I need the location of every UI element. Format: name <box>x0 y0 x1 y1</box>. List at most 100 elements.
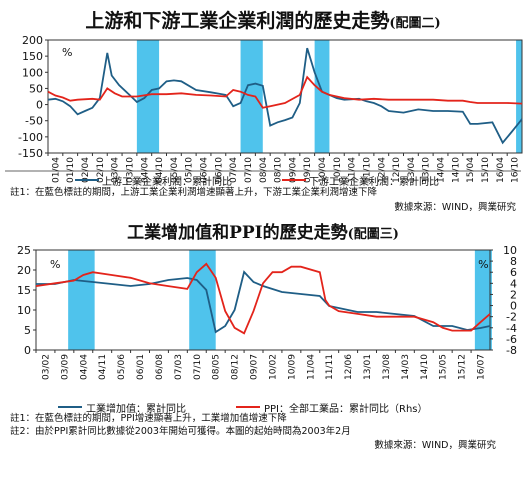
y-unit-1: % <box>62 46 72 59</box>
x-tick-label-1-20: 11/04 <box>348 157 358 183</box>
x-tick-label-2-18: 13/08 <box>382 354 392 380</box>
x-tick-label-2-10: 08/12 <box>231 354 241 380</box>
plot-frame-1 <box>47 39 523 154</box>
shade-band-2-1 <box>189 250 216 350</box>
y-tick-label-right-2: 6 <box>510 266 517 279</box>
x-tick-label-2-0: 03/02 <box>41 354 51 380</box>
y-tick-label-right-7: -4 <box>506 322 517 335</box>
chart-2-notes: 註1：在藍色標註的期間，PPI增速顯著上升，工業增加值增速下降 註2：由於PPI… <box>10 412 351 438</box>
x-tick-label-1-5: 03/10 <box>125 157 135 183</box>
y-tick-label-left-4: 5 <box>24 324 31 337</box>
x-tick-label-1-15: 08/10 <box>274 157 284 183</box>
x-tick-label-1-21: 11/10 <box>362 157 372 183</box>
series-line-1-0 <box>47 47 523 145</box>
x-tick-label-1-30: 16/04 <box>496 157 506 183</box>
shade-band-1-0 <box>136 40 160 153</box>
x-tick-label-1-23: 12/10 <box>392 157 402 183</box>
y-tick-label-right-9: -8 <box>506 344 517 357</box>
chart-1-source: 數據來源：WIND，興業研究 <box>394 202 516 213</box>
x-tick-label-2-3: 04/11 <box>98 354 108 380</box>
x-tick-label-1-9: 05/10 <box>185 157 195 183</box>
x-tick-label-2-5: 06/01 <box>136 354 146 380</box>
y-tick-label-left-0: 25 <box>17 244 31 257</box>
chart-2-title: 工業增加值和PPI的歷史走勢(配圖三) <box>127 223 399 243</box>
x-tick-label-1-13: 07/10 <box>244 157 254 183</box>
x-tick-label-2-15: 11/11 <box>325 354 335 380</box>
x-tick-label-1-19: 10/10 <box>333 157 343 183</box>
y-tick-label-left-2: 15 <box>17 284 31 297</box>
x-tick-label-1-0: 01/04 <box>51 157 61 183</box>
x-tick-label-1-1: 01/10 <box>66 157 76 183</box>
x-tick-label-2-2: 04/04 <box>79 354 89 380</box>
series-line-1-1 <box>47 75 523 109</box>
x-tick-label-1-8: 05/04 <box>170 157 180 183</box>
legend-2-label-red: PPI：全部工業品：累計同比（Rhs） <box>264 404 428 415</box>
x-tick-label-1-24: 13/04 <box>407 157 417 183</box>
y-tick-label-1-7: -150 <box>18 147 43 160</box>
y-tick-label-right-4: 2 <box>510 288 517 301</box>
y-tick-label-left-5: 0 <box>24 344 31 357</box>
x-tick-label-2-22: 15/12 <box>458 354 468 380</box>
chart-2-note-1: 註1：在藍色標註的期間，PPI增速顯著上升，工業增加值增速下降 <box>10 413 287 424</box>
y-tick-label-right-1: 8 <box>510 255 517 268</box>
legend-1-swatch-blue <box>75 179 99 181</box>
shade-band-1-2 <box>314 40 330 153</box>
x-tick-label-1-27: 14/10 <box>451 157 461 183</box>
y-unit-left: % <box>50 258 60 271</box>
x-tick-label-1-4: 03/04 <box>111 157 121 183</box>
legend-2-swatch-red <box>236 406 260 408</box>
x-tick-label-1-28: 15/04 <box>466 157 476 183</box>
legend-2-swatch-blue <box>58 406 82 408</box>
y-tick-label-left-1: 20 <box>17 264 31 277</box>
y-tick-label-1-0: 200 <box>22 34 43 47</box>
y-tick-label-1-3: 50 <box>29 82 43 95</box>
x-tick-label-1-2: 02/04 <box>81 157 91 183</box>
x-tick-label-1-7: 04/10 <box>155 157 165 183</box>
x-tick-label-2-6: 06/08 <box>155 354 165 380</box>
x-tick-label-2-21: 15/05 <box>439 354 449 380</box>
x-tick-label-1-12: 07/04 <box>229 157 239 183</box>
y-tick-label-1-2: 100 <box>22 66 43 79</box>
x-tick-label-1-16: 09/04 <box>288 157 298 183</box>
x-tick-label-2-4: 05/06 <box>117 354 127 380</box>
legend-1-swatch-red <box>282 179 306 181</box>
x-tick-label-1-22: 12/04 <box>377 157 387 183</box>
shade-band-1-3 <box>516 40 522 153</box>
legend-1-label-red: 下游工業企業利潤：累計同比 <box>309 177 439 188</box>
x-tick-label-2-8: 07/10 <box>193 354 203 380</box>
x-tick-label-1-6: 04/04 <box>140 157 150 183</box>
x-tick-label-2-11: 09/07 <box>250 354 260 380</box>
x-tick-label-2-9: 08/05 <box>212 354 222 380</box>
chart-1-note-1: 註1：在藍色標註的期間，上游工業企業利潤增速顯著上升，下游工業企業利潤增速下降 <box>10 187 378 198</box>
y-tick-label-1-5: -50 <box>25 115 43 128</box>
x-tick-label-1-10: 06/04 <box>200 157 210 183</box>
y-tick-label-right-8: -6 <box>506 333 517 346</box>
x-tick-label-1-17: 09/10 <box>303 157 313 183</box>
x-tick-label-2-1: 03/09 <box>60 354 70 380</box>
x-tick-label-2-19: 14/03 <box>401 354 411 380</box>
shade-band-2-2 <box>474 250 492 350</box>
series-line-2-1 <box>35 262 491 335</box>
x-tick-label-1-31: 16/10 <box>511 157 521 183</box>
plot-frame-2 <box>35 249 491 351</box>
chart-2-note-2: 註2：由於PPI累計同比數據從2003年開始可獲得。本圖的起始時間為2003年2… <box>10 426 351 437</box>
series-line-2-0 <box>36 270 491 334</box>
y-tick-label-right-6: -2 <box>506 311 517 324</box>
y-unit-right: % <box>478 258 488 271</box>
x-tick-label-2-20: 14/10 <box>420 354 430 380</box>
x-tick-label-1-29: 15/10 <box>481 157 491 183</box>
x-tick-label-1-26: 14/04 <box>437 157 447 183</box>
legend-1-label-blue: 上游工業企業利潤：累計同比 <box>102 177 232 188</box>
y-tick-label-left-3: 10 <box>17 304 31 317</box>
x-tick-label-1-3: 02/10 <box>96 157 106 183</box>
y-tick-label-1-4: 0 <box>36 99 43 112</box>
legend-2-label-blue: 工業增加值：累計同比 <box>86 404 186 415</box>
x-tick-label-2-13: 10/09 <box>287 354 297 380</box>
x-tick-label-2-14: 11/04 <box>306 354 316 380</box>
x-tick-label-1-11: 06/10 <box>214 157 224 183</box>
chart-1-title: 上游和下游工業企業利潤的歷史走勢(配圖二) <box>85 10 441 32</box>
x-tick-label-1-25: 13/10 <box>422 157 432 183</box>
x-tick-label-1-14: 08/04 <box>259 157 269 183</box>
x-tick-label-2-7: 07/03 <box>174 354 184 380</box>
